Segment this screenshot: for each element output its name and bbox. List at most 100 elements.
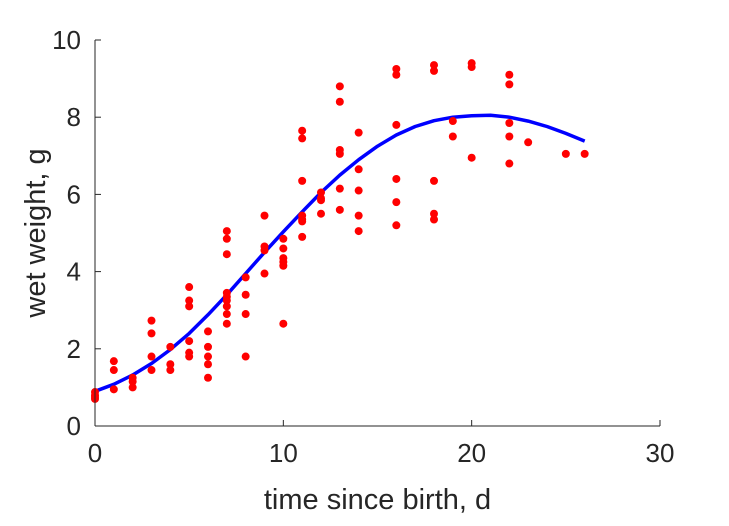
data-point <box>222 234 231 243</box>
data-point <box>392 120 401 129</box>
data-point <box>279 319 288 328</box>
data-point <box>335 146 344 155</box>
data-point <box>185 337 194 346</box>
data-point <box>505 80 514 89</box>
x-tick-label: 10 <box>269 438 298 468</box>
data-point <box>317 194 325 203</box>
data-point <box>430 176 438 185</box>
data-point <box>317 209 325 218</box>
data-point <box>354 165 363 174</box>
data-point <box>448 132 457 141</box>
data-point <box>448 117 457 126</box>
axes: 0 10 20 30 0 2 4 6 8 10 <box>52 25 674 468</box>
x-tick-label: 30 <box>646 438 675 468</box>
data-point <box>260 211 269 220</box>
data-point <box>147 329 156 338</box>
data-point <box>222 319 231 328</box>
data-point <box>241 310 250 319</box>
data-point <box>166 342 175 351</box>
data-point <box>185 348 194 357</box>
data-point <box>279 254 288 263</box>
y-axis-ticks: 0 2 4 6 8 10 <box>52 25 101 441</box>
y-axis-title: wet weight, g <box>20 148 52 318</box>
data-point <box>185 302 194 311</box>
data-point <box>505 132 514 141</box>
data-point <box>354 186 363 195</box>
data-point <box>279 244 288 253</box>
data-point <box>185 296 194 305</box>
data-point <box>430 209 438 218</box>
data-point <box>298 126 307 135</box>
fit-curves <box>94 113 586 393</box>
data-point <box>354 211 363 220</box>
data-point <box>298 176 307 185</box>
data-point <box>204 352 212 361</box>
data-point <box>505 118 514 127</box>
data-point <box>430 61 438 70</box>
data-point <box>467 153 476 162</box>
data-point <box>260 242 269 251</box>
data-point <box>561 149 570 158</box>
data-point <box>354 227 363 236</box>
x-axis-ticks: 0 10 20 30 <box>88 420 675 468</box>
data-point <box>430 215 438 224</box>
data-point <box>392 198 401 207</box>
data-point <box>222 288 231 297</box>
data-point <box>109 385 118 394</box>
data-point <box>147 316 156 325</box>
data-points <box>91 59 589 403</box>
data-point <box>147 366 156 375</box>
x-tick-label: 20 <box>457 438 486 468</box>
data-point <box>392 221 401 230</box>
data-point <box>109 357 118 366</box>
data-point <box>204 342 212 351</box>
data-point <box>204 373 212 382</box>
data-point <box>185 283 194 292</box>
data-point <box>298 232 307 241</box>
x-axis-title: time since birth, d <box>264 484 491 516</box>
data-point <box>298 211 307 220</box>
data-point <box>298 134 307 143</box>
data-point <box>260 269 269 278</box>
y-tick-label: 4 <box>67 257 81 287</box>
data-point <box>222 250 231 259</box>
data-point <box>335 205 344 214</box>
data-point <box>241 290 250 299</box>
data-point <box>467 59 476 68</box>
data-point <box>222 310 231 319</box>
data-point <box>241 352 250 361</box>
data-point <box>204 360 212 369</box>
y-tick-label: 10 <box>52 25 81 55</box>
data-point <box>241 273 250 282</box>
data-point <box>204 327 212 336</box>
data-point <box>392 174 401 183</box>
data-point <box>128 373 137 382</box>
data-point <box>392 64 401 73</box>
data-point <box>524 138 533 147</box>
data-point <box>222 302 231 311</box>
y-tick-label: 6 <box>67 179 81 209</box>
data-point <box>335 82 344 91</box>
data-point <box>166 366 175 375</box>
data-point <box>392 70 401 79</box>
data-point <box>147 352 156 361</box>
data-point <box>109 366 118 375</box>
data-point <box>580 149 589 158</box>
data-point <box>166 360 175 369</box>
data-point <box>430 66 438 75</box>
data-point <box>335 184 344 193</box>
data-point <box>317 188 325 197</box>
data-point <box>128 383 137 392</box>
data-point <box>505 70 514 79</box>
y-tick-label: 0 <box>67 411 81 441</box>
data-point <box>335 97 344 106</box>
data-point <box>222 227 231 236</box>
x-tick-label: 0 <box>88 438 102 468</box>
data-point <box>279 234 288 243</box>
data-point <box>505 159 514 168</box>
y-tick-label: 8 <box>67 102 81 132</box>
data-point <box>354 128 363 137</box>
y-tick-label: 2 <box>67 334 81 364</box>
